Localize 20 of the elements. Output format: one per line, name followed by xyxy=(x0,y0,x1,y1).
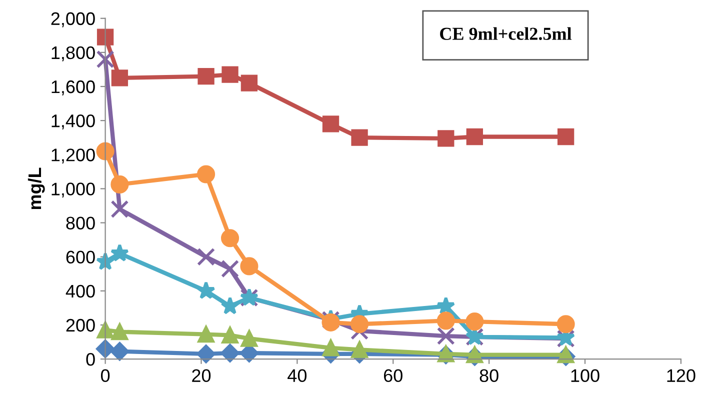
x-tick-label: 20 xyxy=(192,369,211,382)
y-tick-label: 200 xyxy=(66,318,95,332)
y-tick-label: 1,600 xyxy=(52,80,95,96)
y-tick-label: 400 xyxy=(66,284,95,298)
y-tick-label: 2,000 xyxy=(51,12,95,28)
annotation: CE 9ml+cel2.5ml xyxy=(440,27,572,40)
y-tick-label: 600 xyxy=(66,250,95,264)
y-axis-title: mg/L xyxy=(28,168,45,210)
x-tick-label: 80 xyxy=(480,369,498,382)
x-tick-label: 40 xyxy=(288,369,307,382)
x-tick-label: 0 xyxy=(100,369,110,382)
y-tick-label: 0 xyxy=(86,352,95,366)
y-tick-label: 1,000 xyxy=(52,182,95,198)
x-tick-label: 120 xyxy=(667,369,696,382)
y-tick-label: 800 xyxy=(66,216,95,230)
y-tick-label: 1,200 xyxy=(52,148,95,164)
x-tick-label: 60 xyxy=(384,369,402,382)
y-tick-label: 1,400 xyxy=(52,114,95,130)
x-tick-label: 100 xyxy=(571,369,600,382)
y-tick-label: 1,800 xyxy=(52,46,95,62)
